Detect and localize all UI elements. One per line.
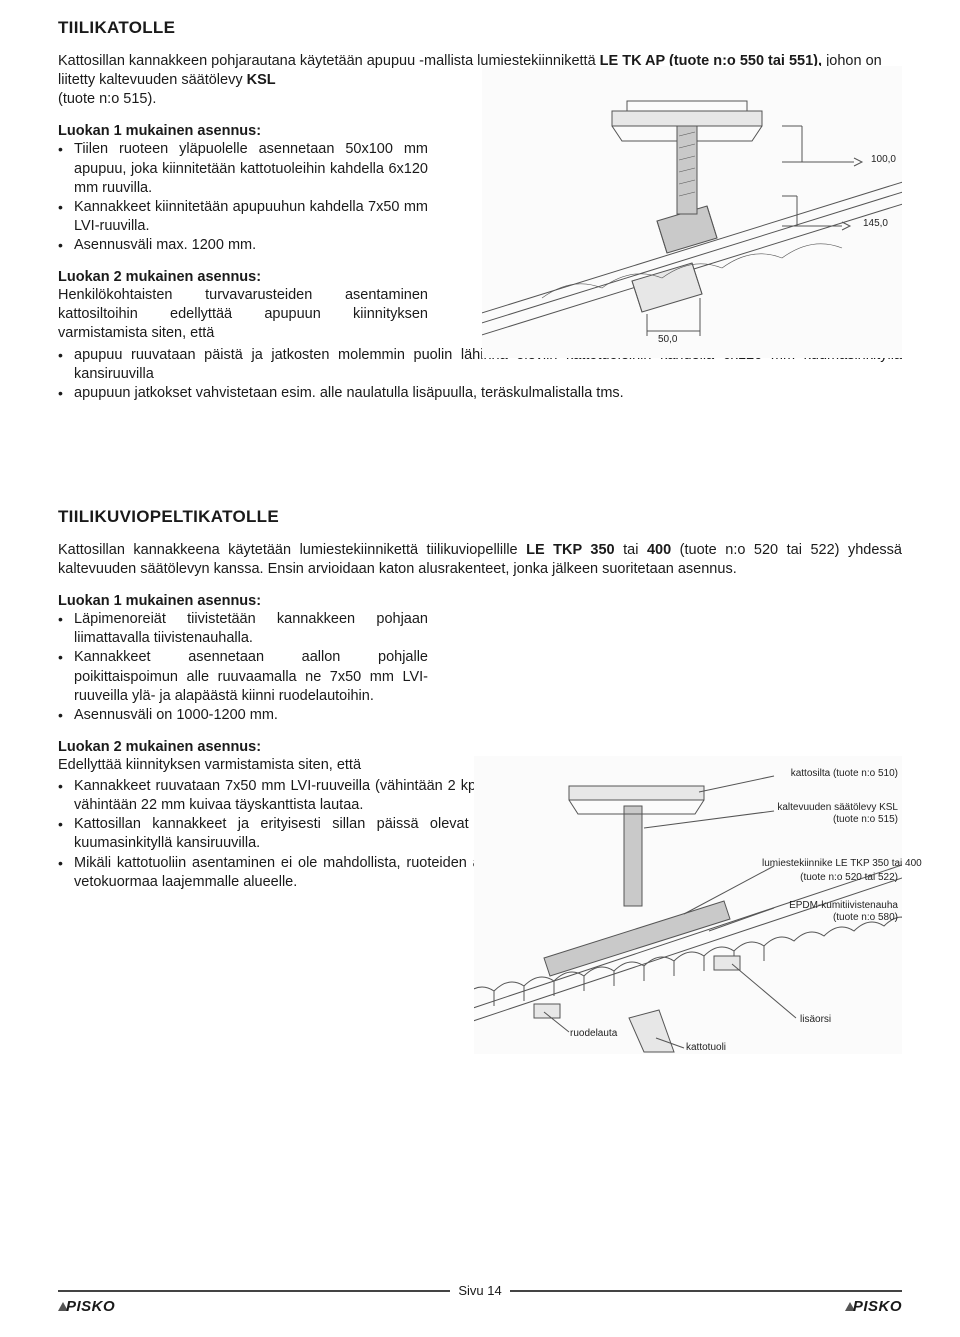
figure1-svg xyxy=(482,66,902,358)
s2-class2-lead: Edellyttää kiinnityksen varmistamista si… xyxy=(58,756,428,775)
s2-intro-p2: tai xyxy=(615,542,647,558)
s2-class1-list: Läpimenoreiät tiivistetään kannakkeen po… xyxy=(58,610,428,725)
list-item: apupuun jatkokset vahvistetaan esim. all… xyxy=(58,384,902,403)
fig2-l6: kattotuoli xyxy=(686,1042,726,1053)
fig2-l2: kaltevuuden säätölevy KSL xyxy=(777,802,898,813)
s2-intro-b2: 400 xyxy=(647,542,671,558)
figure-tiilikuviopeltikatolle: kattosilta (tuote n:o 510) kaltevuuden s… xyxy=(474,756,902,1054)
list-item: Asennusväli max. 1200 mm. xyxy=(58,236,428,255)
s2-intro-p1: Kattosillan kannakkeena käytetään lumies… xyxy=(58,542,526,558)
s1-class2-lead: Henkilökohtaisten turvavarusteiden asent… xyxy=(58,286,428,343)
list-item: Kannakkeet kiinnitetään apupuuhun kahdel… xyxy=(58,198,428,236)
s2-class1-heading: Luokan 1 mukainen asennus: xyxy=(58,593,428,609)
brand-text: PISKO xyxy=(66,1298,115,1315)
s2-intro-b1: LE TKP 350 xyxy=(526,542,614,558)
fig2-l4b: (tuote n:o 580) xyxy=(833,912,898,923)
fig2-l3b: (tuote n:o 520 tai 522) xyxy=(800,872,898,883)
page-number: Sivu 14 xyxy=(450,1283,509,1298)
brand-logo-left: PISKO xyxy=(58,1298,115,1315)
s2-class2-heading: Luokan 2 mukainen asennus: xyxy=(58,739,902,755)
s1-class1-list: Tiilen ruoteen yläpuolelle asennetaan 50… xyxy=(58,140,428,255)
list-item: Läpimenoreiät tiivistetään kannakkeen po… xyxy=(58,610,428,648)
fig2-l4: EPDM-kumitiivistenauha xyxy=(789,900,898,911)
fig2-l7: lisäorsi xyxy=(800,1014,831,1025)
list-item: Tiilen ruoteen yläpuolelle asennetaan 50… xyxy=(58,140,428,197)
fig2-l2b: (tuote n:o 515) xyxy=(833,814,898,825)
brand-text: PISKO xyxy=(853,1298,902,1315)
brand-logo-right: PISKO xyxy=(845,1298,902,1315)
fig2-l5: ruodelauta xyxy=(570,1028,617,1039)
fig1-dim2: 145,0 xyxy=(863,218,888,229)
section2-class1: Luokan 1 mukainen asennus: Läpimenoreiät… xyxy=(58,593,428,725)
fig2-l3: lumiestekiinnike LE TKP 350 tai 400 xyxy=(762,858,942,869)
section1-title: TIILIKATOLLE xyxy=(58,18,902,38)
list-item: Asennusväli on 1000-1200 mm. xyxy=(58,706,428,725)
s1-intro-b2: KSL xyxy=(247,72,276,88)
section1-class1: Luokan 1 mukainen asennus: Tiilen ruotee… xyxy=(58,123,428,255)
list-item: Kannakkeet asennetaan aallon pohjalle po… xyxy=(58,648,428,705)
s1-intro-p3: (tuote n:o 515). xyxy=(58,91,156,107)
fig2-l1: kattosilta (tuote n:o 510) xyxy=(791,768,898,779)
fig1-dim3: 50,0 xyxy=(658,334,677,345)
figure-tiilikatolle: 100,0 145,0 50,0 xyxy=(482,66,902,358)
page-footer: Sivu 14 xyxy=(58,1290,902,1311)
section2-title: TIILIKUVIOPELTIKATOLLE xyxy=(58,507,902,527)
section2-intro: Kattosillan kannakkeena käytetään lumies… xyxy=(58,541,902,579)
s1-class1-heading: Luokan 1 mukainen asennus: xyxy=(58,123,428,139)
fig1-dim1: 100,0 xyxy=(871,154,896,165)
